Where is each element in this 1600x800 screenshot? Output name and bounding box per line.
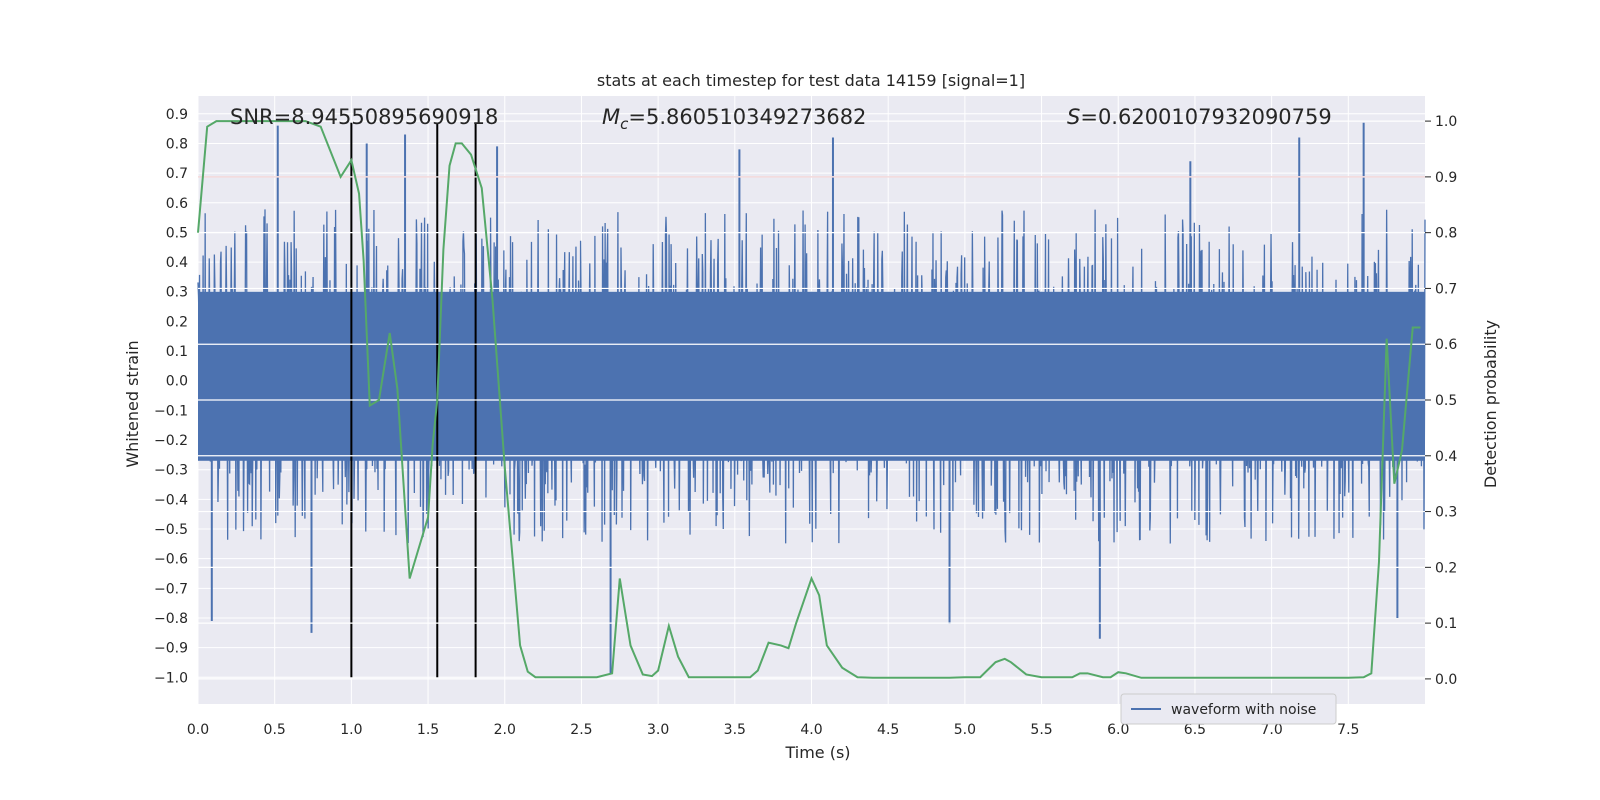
detection-probability-line [197,120,1421,679]
x-tick-label: 7.0 [1260,722,1282,738]
mc-subscript: c [620,115,629,133]
y-right-tick-label: 0.1 [1435,616,1457,632]
y-right-tick-label: 0.9 [1435,170,1457,186]
x-tick-label: 3.5 [724,722,746,738]
probability-group [197,120,1421,679]
x-tick-label: 4.0 [800,722,822,738]
mc-value: =5.860510349273682 [628,105,866,129]
y-right-tick-label: 0.3 [1435,505,1457,521]
y-left-tick-label: −0.6 [154,552,188,568]
y-left-tick-label: −0.3 [154,463,188,479]
y-left-tick-label: −0.9 [154,641,188,657]
x-tick-label: 6.5 [1184,722,1206,738]
y-left-tick-label: 0.3 [166,285,188,301]
waveform-band [198,291,1425,461]
y-left-tick-label: 0.4 [166,255,188,271]
x-tick-label: 5.5 [1030,722,1052,738]
x-tick-label: 0.5 [264,722,286,738]
x-tick-label: 5.0 [954,722,976,738]
chart-title: stats at each timestep for test data 141… [597,71,1025,90]
y-right-tick-label: 0.4 [1435,449,1457,465]
waveform-series [197,209,1426,544]
x-tick-labels: 0.0 0.5 1.0 1.5 2.0 2.5 3.0 3.5 4.0 4.5 5.0 5.5 6.0 6… [187,722,1360,738]
y-right-tick-label: 0.0 [1435,672,1457,688]
x-tick-label: 6.0 [1107,722,1129,738]
legend-box [1120,693,1337,725]
y-right-tick-label: 0.6 [1435,337,1457,353]
x-tick-label: 1.5 [417,722,439,738]
x-tick-label: 0.0 [187,722,209,738]
y-right-tick-label: 0.5 [1435,393,1457,409]
y-left-tick-label: −0.7 [154,581,188,597]
x-tick-label: 1.0 [340,722,362,738]
y-left-tick-label: 0.9 [166,107,188,123]
s-symbol: S [1067,105,1080,129]
y-right-tick-label: 1.0 [1435,114,1457,130]
mc-symbol: M [602,105,620,129]
mc-annotation: Mc=5.860510349273682 [602,105,866,133]
y-left-axis-label: Whitened strain [123,340,142,467]
y-left-tick-labels: 0.9 0.8 0.7 0.6 0.5 0.4 0.3 0.2 0.1 0.0 −0.1 −0.2 −0… [154,107,188,687]
y-left-tick-label: 0.1 [166,344,188,360]
s-annotation: S=0.6200107932090759 [1067,105,1332,129]
snr-annotation: SNR=8.94550895690918 [230,105,498,129]
y-left-tick-label: −0.4 [154,492,188,508]
y-left-tick-label: −0.1 [154,403,188,419]
y-right-tick-label: 0.8 [1435,226,1457,242]
legend-entry-waveform: waveform with noise [1171,702,1316,718]
y-right-tick-label: 0.2 [1435,560,1457,576]
y-left-tick-label: −1.0 [154,670,188,686]
y-left-tick-label: 0.0 [166,374,188,390]
y-right-tick-label: 0.7 [1435,281,1457,297]
y-left-tick-label: 0.5 [166,225,188,241]
y-left-tick-label: 0.2 [166,314,188,330]
right-grid [198,120,1425,680]
x-tick-label: 3.0 [647,722,669,738]
x-axis-label: Time (s) [784,743,850,762]
y-right-axis-label: Detection probability [1481,320,1500,488]
y-left-tick-label: −0.5 [154,522,188,538]
y-left-tick-label: 0.6 [166,196,188,212]
s-value: =0.6200107932090759 [1080,105,1331,129]
y-left-tick-label: 0.8 [166,136,188,152]
y-right-tick-labels: 0.0 0.1 0.2 0.3 0.4 0.5 0.6 0.7 0.8 0.9 1.0 [1425,114,1457,688]
waveform-spikes [210,122,1399,675]
x-tick-label: 4.5 [877,722,899,738]
x-tick-label: 2.5 [570,722,592,738]
y-left-tick-label: 0.7 [166,166,188,182]
y-left-tick-label: −0.2 [154,433,188,449]
x-tick-label: 7.5 [1337,722,1359,738]
x-tick-label: 2.0 [494,722,516,738]
y-left-tick-label: −0.8 [154,611,188,627]
legend: waveform with noise [1120,693,1337,725]
